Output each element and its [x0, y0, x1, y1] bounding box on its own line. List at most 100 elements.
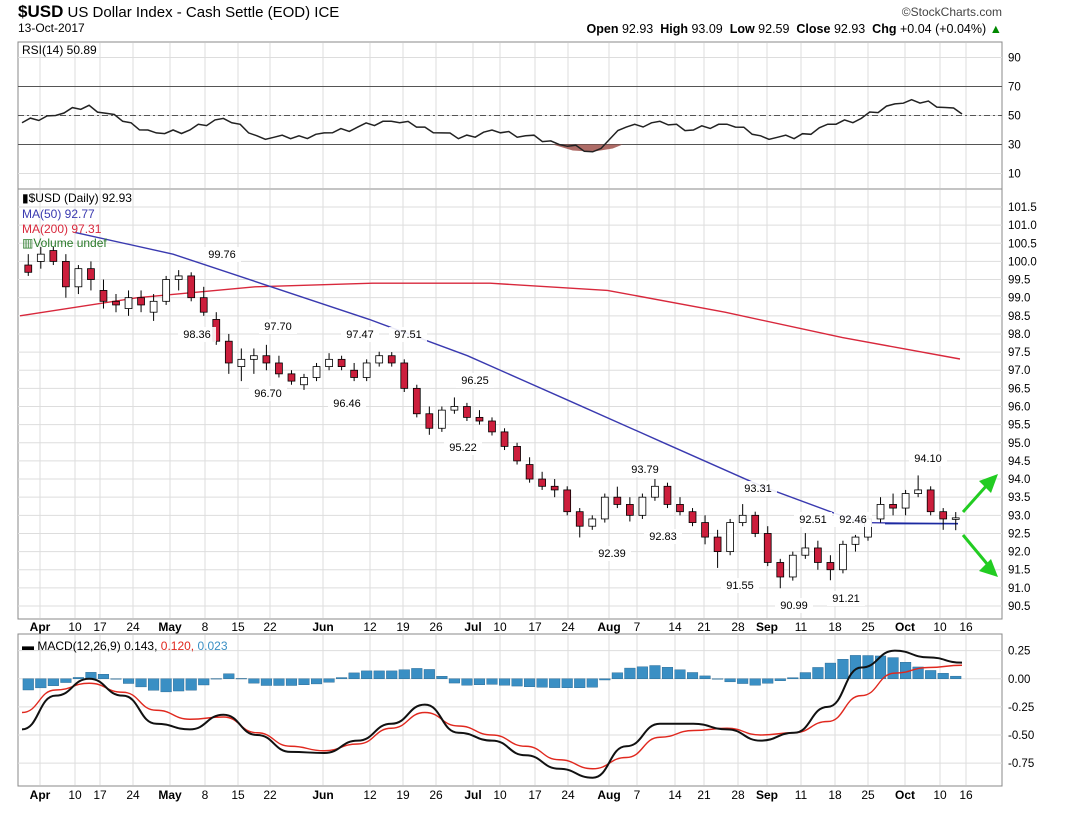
candle-body: [87, 268, 95, 280]
price-annotation-bg: [389, 327, 427, 342]
price-tick-label: 91.0: [1008, 583, 1030, 595]
date-tick-label: 25: [861, 788, 875, 802]
date-tick-label: 17: [528, 620, 542, 634]
histogram-bar: [749, 678, 761, 686]
date-tick-label: 18: [828, 620, 842, 634]
histogram-bar: [148, 678, 160, 691]
histogram-bar: [937, 673, 949, 679]
histogram-bar: [699, 675, 711, 679]
candle-body: [124, 297, 133, 309]
histogram-bar: [824, 662, 836, 679]
price-annotation-bg: [593, 546, 631, 561]
price-annotation-bg: [739, 481, 777, 496]
candle-body: [839, 543, 847, 571]
price-annotation-bg: [341, 327, 379, 342]
histogram-bar: [160, 678, 172, 693]
candle-body: [412, 387, 421, 415]
candle-body: [575, 511, 584, 527]
price-annotation: 92.39: [598, 548, 626, 560]
histogram-bar: [586, 678, 598, 688]
histogram-bar: [950, 675, 962, 679]
low-value: 92.59: [758, 22, 790, 36]
rsi-tick-label: 30: [1008, 140, 1021, 152]
rsi-tick-label: 70: [1008, 82, 1021, 94]
histogram-bar: [173, 678, 185, 692]
histogram-bar: [248, 678, 260, 684]
date-tick-label: 11: [795, 788, 808, 802]
date-tick-label: Oct: [895, 788, 915, 802]
price-annotation-bg: [249, 386, 287, 401]
histogram-bar: [235, 678, 247, 680]
histogram-bar: [661, 667, 673, 679]
candle-body: [563, 489, 572, 513]
date-tick-label: 24: [561, 620, 575, 634]
price-tick-label: 100.5: [1008, 238, 1037, 250]
rsi-legend: RSI(14) 50.89: [22, 43, 97, 57]
candle-body: [726, 522, 734, 552]
price-tick-label: 95.5: [1008, 420, 1030, 432]
histogram-bar: [712, 678, 724, 680]
histogram-bar: [812, 667, 824, 679]
histogram-bar: [411, 668, 423, 679]
date-tick-label: 17: [93, 788, 107, 802]
price-tick-label: 97.5: [1008, 347, 1030, 359]
histogram-bar: [762, 678, 774, 684]
signal-line: [21, 664, 963, 770]
date-tick-label: May: [158, 788, 182, 802]
candle-body: [62, 261, 70, 288]
histogram-bar: [47, 678, 59, 686]
histogram-bar: [336, 677, 348, 679]
histogram-bar: [887, 657, 899, 679]
candle-body: [312, 366, 321, 378]
histogram-bar: [273, 678, 285, 686]
candle-body: [199, 297, 208, 313]
price-legend: ▮$USD (Daily) 92.93: [22, 191, 132, 205]
date-tick-label: 8: [202, 788, 209, 802]
candle-body: [463, 406, 471, 418]
histogram-bar: [636, 666, 648, 679]
histogram-bar: [774, 678, 786, 681]
date-axis-top: Apr 10 17 24 May 8 15 22 Jun 12 19 26 Jul 10 17 24 Aug 7 1…: [30, 620, 973, 634]
date-tick-label: 7: [634, 788, 641, 802]
candle-body: [287, 373, 296, 382]
date-tick-label: 21: [697, 620, 711, 634]
date-tick-label: 15: [231, 620, 245, 634]
rsi-y-axis: 90 70 50 30 10: [1008, 53, 1021, 181]
price-tick-label: 92.5: [1008, 528, 1030, 540]
macd-tick-label: -0.75: [1008, 758, 1034, 770]
candle-body: [149, 300, 158, 313]
candle-body: [588, 518, 597, 527]
candle-body: [876, 504, 885, 520]
date-tick-label: 10: [933, 620, 947, 634]
brand-label: StockCharts.com: [910, 5, 1002, 19]
candle-body: [300, 377, 308, 386]
price-annotation-bg: [203, 247, 241, 262]
date-tick-label: 10: [68, 788, 82, 802]
price-annotations: 99.76 98.36 97.70 96.70 97.47 96.46 97.51 96.25…: [178, 247, 947, 613]
high-label: High: [660, 22, 688, 36]
price-annotation: 99.76: [208, 249, 236, 261]
date-axis-bottom: Apr 10 17 24 May 8 15 22 Jun 12 19 26 Jul 10 17 24 Aug 7 1…: [30, 788, 973, 802]
price-tick-label: 94.5: [1008, 456, 1030, 468]
candle-body: [224, 340, 233, 364]
histogram-bar: [461, 678, 473, 686]
brand-link[interactable]: ©StockCharts.com: [902, 5, 1002, 19]
histogram-bar: [285, 678, 297, 686]
histogram-bar: [448, 678, 460, 684]
candle-body: [137, 297, 145, 306]
histogram-bar: [185, 678, 197, 691]
macd-line: [21, 649, 963, 779]
candle-body: [776, 562, 785, 578]
price-annotation-bg: [794, 512, 832, 527]
price-annotation-bg: [909, 451, 947, 466]
ma50-line: [74, 231, 959, 525]
histogram-bar: [561, 678, 573, 688]
candle-body: [387, 355, 396, 364]
price-annotation: 95.22: [449, 442, 477, 454]
price-tick-label: 99.0: [1008, 293, 1030, 305]
rsi-tick-label: 10: [1008, 169, 1021, 181]
histogram-bar: [72, 677, 84, 679]
ma200-line: [19, 282, 961, 360]
date-tick-label: Sep: [756, 788, 778, 802]
price-y-axis: 101.5 101.0 100.5 100.0 99.5 99.0 98.5 98.0 97.5…: [1008, 202, 1037, 613]
